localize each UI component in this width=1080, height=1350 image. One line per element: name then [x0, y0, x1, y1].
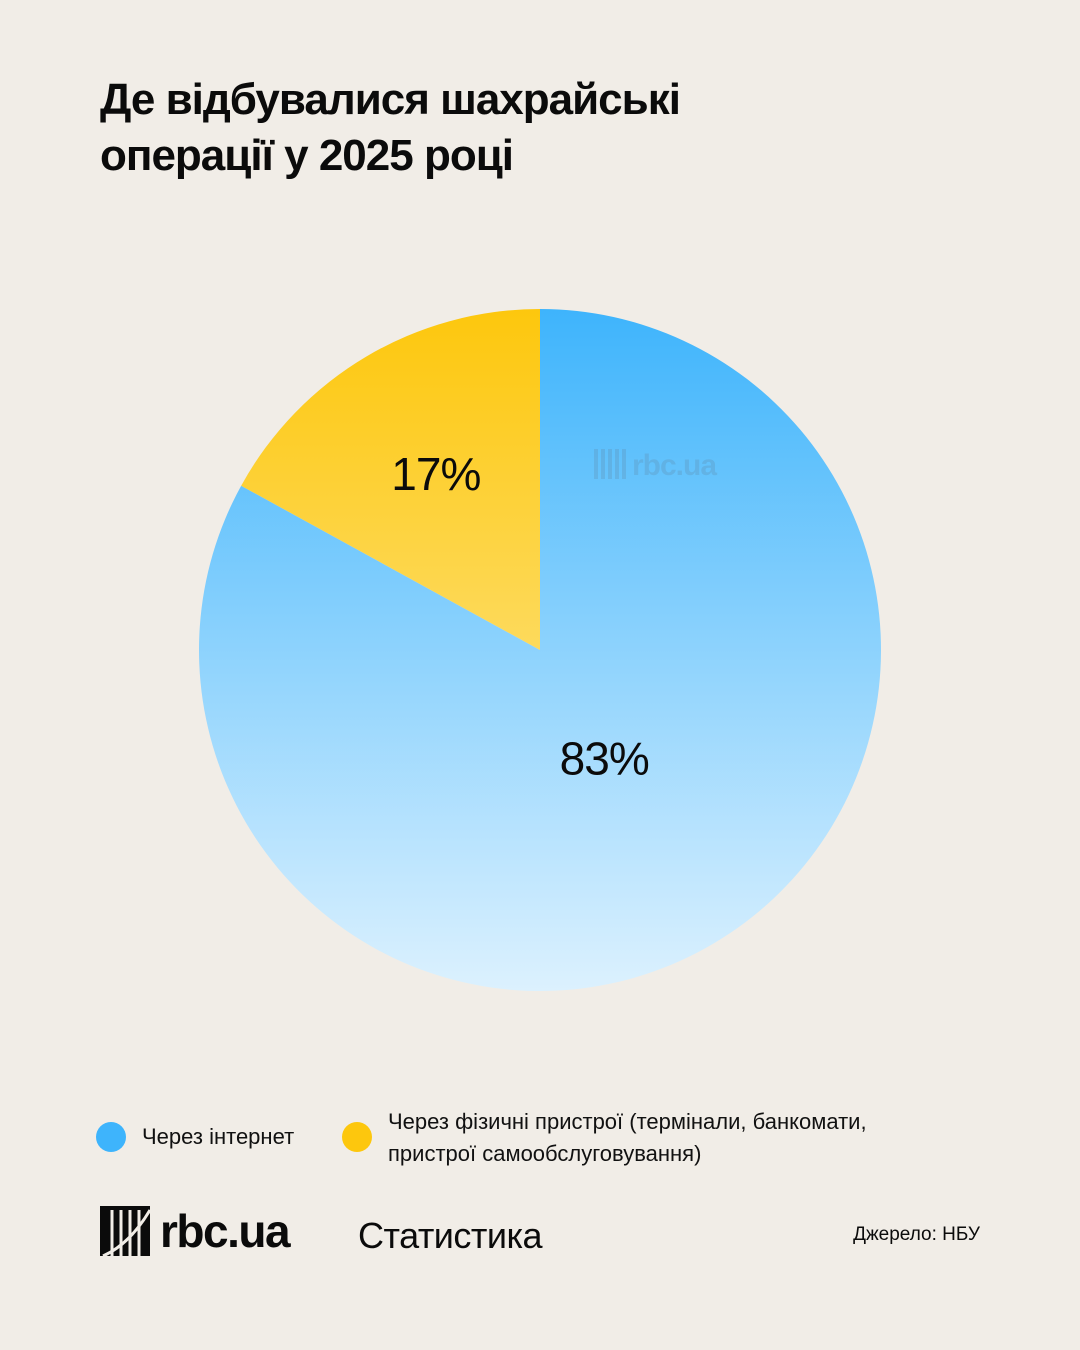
legend-label-physical-devices-line-2: пристрої самообслуговування) — [388, 1141, 702, 1166]
chart-title-line-2: операції у 2025 році — [100, 131, 514, 180]
pie-slice-physical-devices — [241, 309, 540, 650]
legend-item-internet: Через інтернет — [96, 1106, 294, 1153]
rbc-logo: rbc.ua — [100, 1205, 291, 1257]
watermark: rbc.ua — [594, 449, 718, 482]
rbc-logo-icon — [100, 1206, 150, 1256]
chart-title: Де відбувалися шахрайські операції у 202… — [100, 72, 860, 184]
legend-label-physical-devices-line-1: Через фізичні пристрої (термінали, банко… — [388, 1109, 867, 1134]
section-label: Статистика — [358, 1215, 543, 1256]
watermark-text: rbc.ua — [632, 449, 717, 482]
legend-label-internet: Через інтернет — [142, 1124, 295, 1149]
chart-title-line-1: Де відбувалися шахрайські — [100, 75, 681, 124]
rbc-logo-text: rbc.ua — [160, 1205, 291, 1257]
footer: rbc.ua Статистика Джерело: НБУ — [100, 1206, 980, 1266]
legend-swatch-internet — [96, 1122, 126, 1152]
slice-label-physical-devices: 17% — [391, 448, 480, 500]
legend-swatch-physical-devices — [342, 1122, 372, 1152]
source-label: Джерело: НБУ — [853, 1224, 980, 1245]
legend-label-physical-devices: Через фізичні пристрої (термінали, банко… — [388, 1106, 867, 1170]
slice-label-internet: 83% — [560, 733, 649, 785]
legend-item-physical-devices: Через фізичні пристрої (термінали, банко… — [342, 1106, 962, 1170]
